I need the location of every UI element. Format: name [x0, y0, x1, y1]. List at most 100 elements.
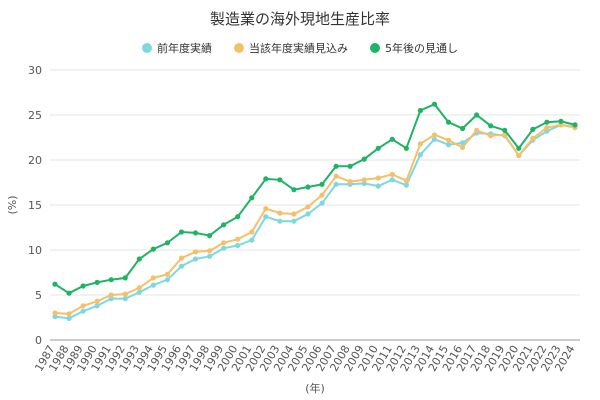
data-point-s2-11 [206, 233, 213, 239]
data-point-s2-23 [375, 145, 381, 151]
data-point-s2-9 [178, 229, 185, 235]
data-point-s2-29 [459, 125, 466, 132]
data-point-s2-18 [305, 184, 311, 190]
data-point-s1-16 [277, 210, 283, 216]
data-point-s2-26 [417, 107, 424, 114]
data-point-s0-19 [319, 200, 325, 206]
data-point-s0-9 [178, 263, 185, 269]
data-point-s0-13 [235, 242, 241, 249]
data-point-s2-15 [263, 176, 269, 182]
data-point-s1-12 [221, 240, 227, 246]
data-point-s0-24 [389, 177, 395, 183]
chart-title: 製造業の海外現地生産比率 [209, 10, 390, 28]
data-point-s1-3 [94, 298, 100, 304]
data-point-s1-24 [389, 171, 395, 177]
data-point-s1-21 [347, 179, 353, 185]
data-point-s2-1 [66, 290, 72, 296]
data-point-s1-1 [66, 311, 72, 317]
data-point-s2-8 [164, 240, 171, 246]
data-point-s1-9 [178, 255, 185, 261]
data-point-s1-33 [516, 152, 522, 159]
data-point-s2-16 [277, 177, 283, 183]
data-point-s2-14 [249, 195, 255, 201]
data-point-s0-8 [164, 277, 171, 283]
y-tick-label-1: 5 [35, 289, 42, 302]
data-point-s1-27 [431, 132, 438, 138]
data-point-s0-22 [361, 180, 367, 186]
data-point-s2-20 [333, 163, 339, 169]
y-tick-label-6: 30 [28, 64, 42, 77]
data-point-s1-15 [263, 206, 269, 212]
data-point-s0-27 [431, 136, 438, 142]
legend-label-2: 5年後の見通し [385, 42, 458, 55]
data-point-s1-0 [52, 310, 58, 316]
series-line-2 [54, 102, 576, 295]
data-point-s2-5 [122, 275, 128, 281]
data-point-s1-11 [206, 248, 213, 254]
data-point-s0-10 [192, 256, 199, 262]
y-tick-label-5: 25 [28, 109, 42, 122]
data-point-s1-17 [291, 211, 297, 217]
data-point-s2-4 [108, 277, 114, 283]
data-point-s0-23 [375, 183, 381, 189]
data-point-s0-15 [263, 214, 269, 220]
data-point-s0-2 [80, 308, 86, 314]
data-point-s2-31 [488, 123, 494, 129]
data-point-s2-28 [445, 119, 452, 125]
legend-item-0: 前年度実績 [142, 40, 212, 56]
series-line-0 [54, 123, 576, 320]
series-line-1 [54, 123, 576, 315]
legend-item-1: 当該年度実績見込み [234, 40, 348, 56]
data-point-s1-35 [544, 125, 550, 131]
data-point-s1-31 [488, 133, 494, 139]
data-point-s0-35 [544, 128, 550, 134]
data-point-s2-35 [544, 119, 550, 125]
data-point-s2-34 [530, 126, 536, 132]
data-point-s0-1 [66, 315, 72, 321]
legend-swatch-1 [234, 43, 244, 53]
data-point-s2-7 [150, 246, 156, 252]
data-point-s2-33 [516, 145, 522, 151]
data-point-s1-34 [530, 135, 536, 141]
data-point-s1-13 [235, 236, 241, 242]
data-point-s0-18 [305, 211, 311, 217]
data-point-s0-5 [122, 296, 128, 302]
data-point-s2-21 [347, 163, 353, 169]
data-point-s0-29 [459, 140, 466, 146]
data-point-s1-23 [375, 175, 381, 181]
data-point-s2-6 [136, 256, 142, 262]
y-tick-label-2: 10 [28, 244, 42, 257]
y-tick-label-3: 15 [28, 199, 42, 212]
data-point-s0-28 [445, 142, 452, 148]
data-point-s0-7 [150, 282, 156, 288]
data-point-s2-13 [235, 214, 241, 220]
data-point-s2-32 [502, 127, 508, 133]
data-point-s2-25 [403, 145, 409, 151]
data-point-s1-8 [164, 271, 171, 277]
data-point-s0-6 [136, 289, 142, 295]
data-point-s2-24 [389, 136, 395, 142]
data-point-s0-16 [277, 218, 283, 224]
data-point-s2-10 [192, 230, 199, 236]
y-axis-label: (%) [6, 195, 19, 214]
data-point-s0-26 [417, 152, 424, 158]
data-point-s1-29 [459, 144, 466, 150]
data-point-s1-26 [417, 141, 424, 147]
data-point-s0-11 [206, 253, 213, 259]
legend-item-2: 5年後の見通し [370, 40, 458, 56]
data-point-s1-19 [319, 192, 325, 198]
data-point-s0-17 [291, 218, 297, 224]
data-point-s2-30 [474, 112, 480, 118]
data-point-s1-2 [80, 303, 86, 309]
data-point-s0-25 [403, 182, 409, 188]
data-point-s2-3 [94, 279, 100, 285]
legend-label-0: 前年度実績 [157, 42, 212, 55]
y-tick-label-0: 0 [35, 334, 42, 347]
y-tick-label-4: 20 [28, 154, 42, 167]
data-point-s2-36 [558, 118, 564, 124]
legend-swatch-0 [142, 43, 152, 53]
data-point-s0-4 [108, 296, 114, 302]
data-point-s1-22 [361, 177, 367, 183]
